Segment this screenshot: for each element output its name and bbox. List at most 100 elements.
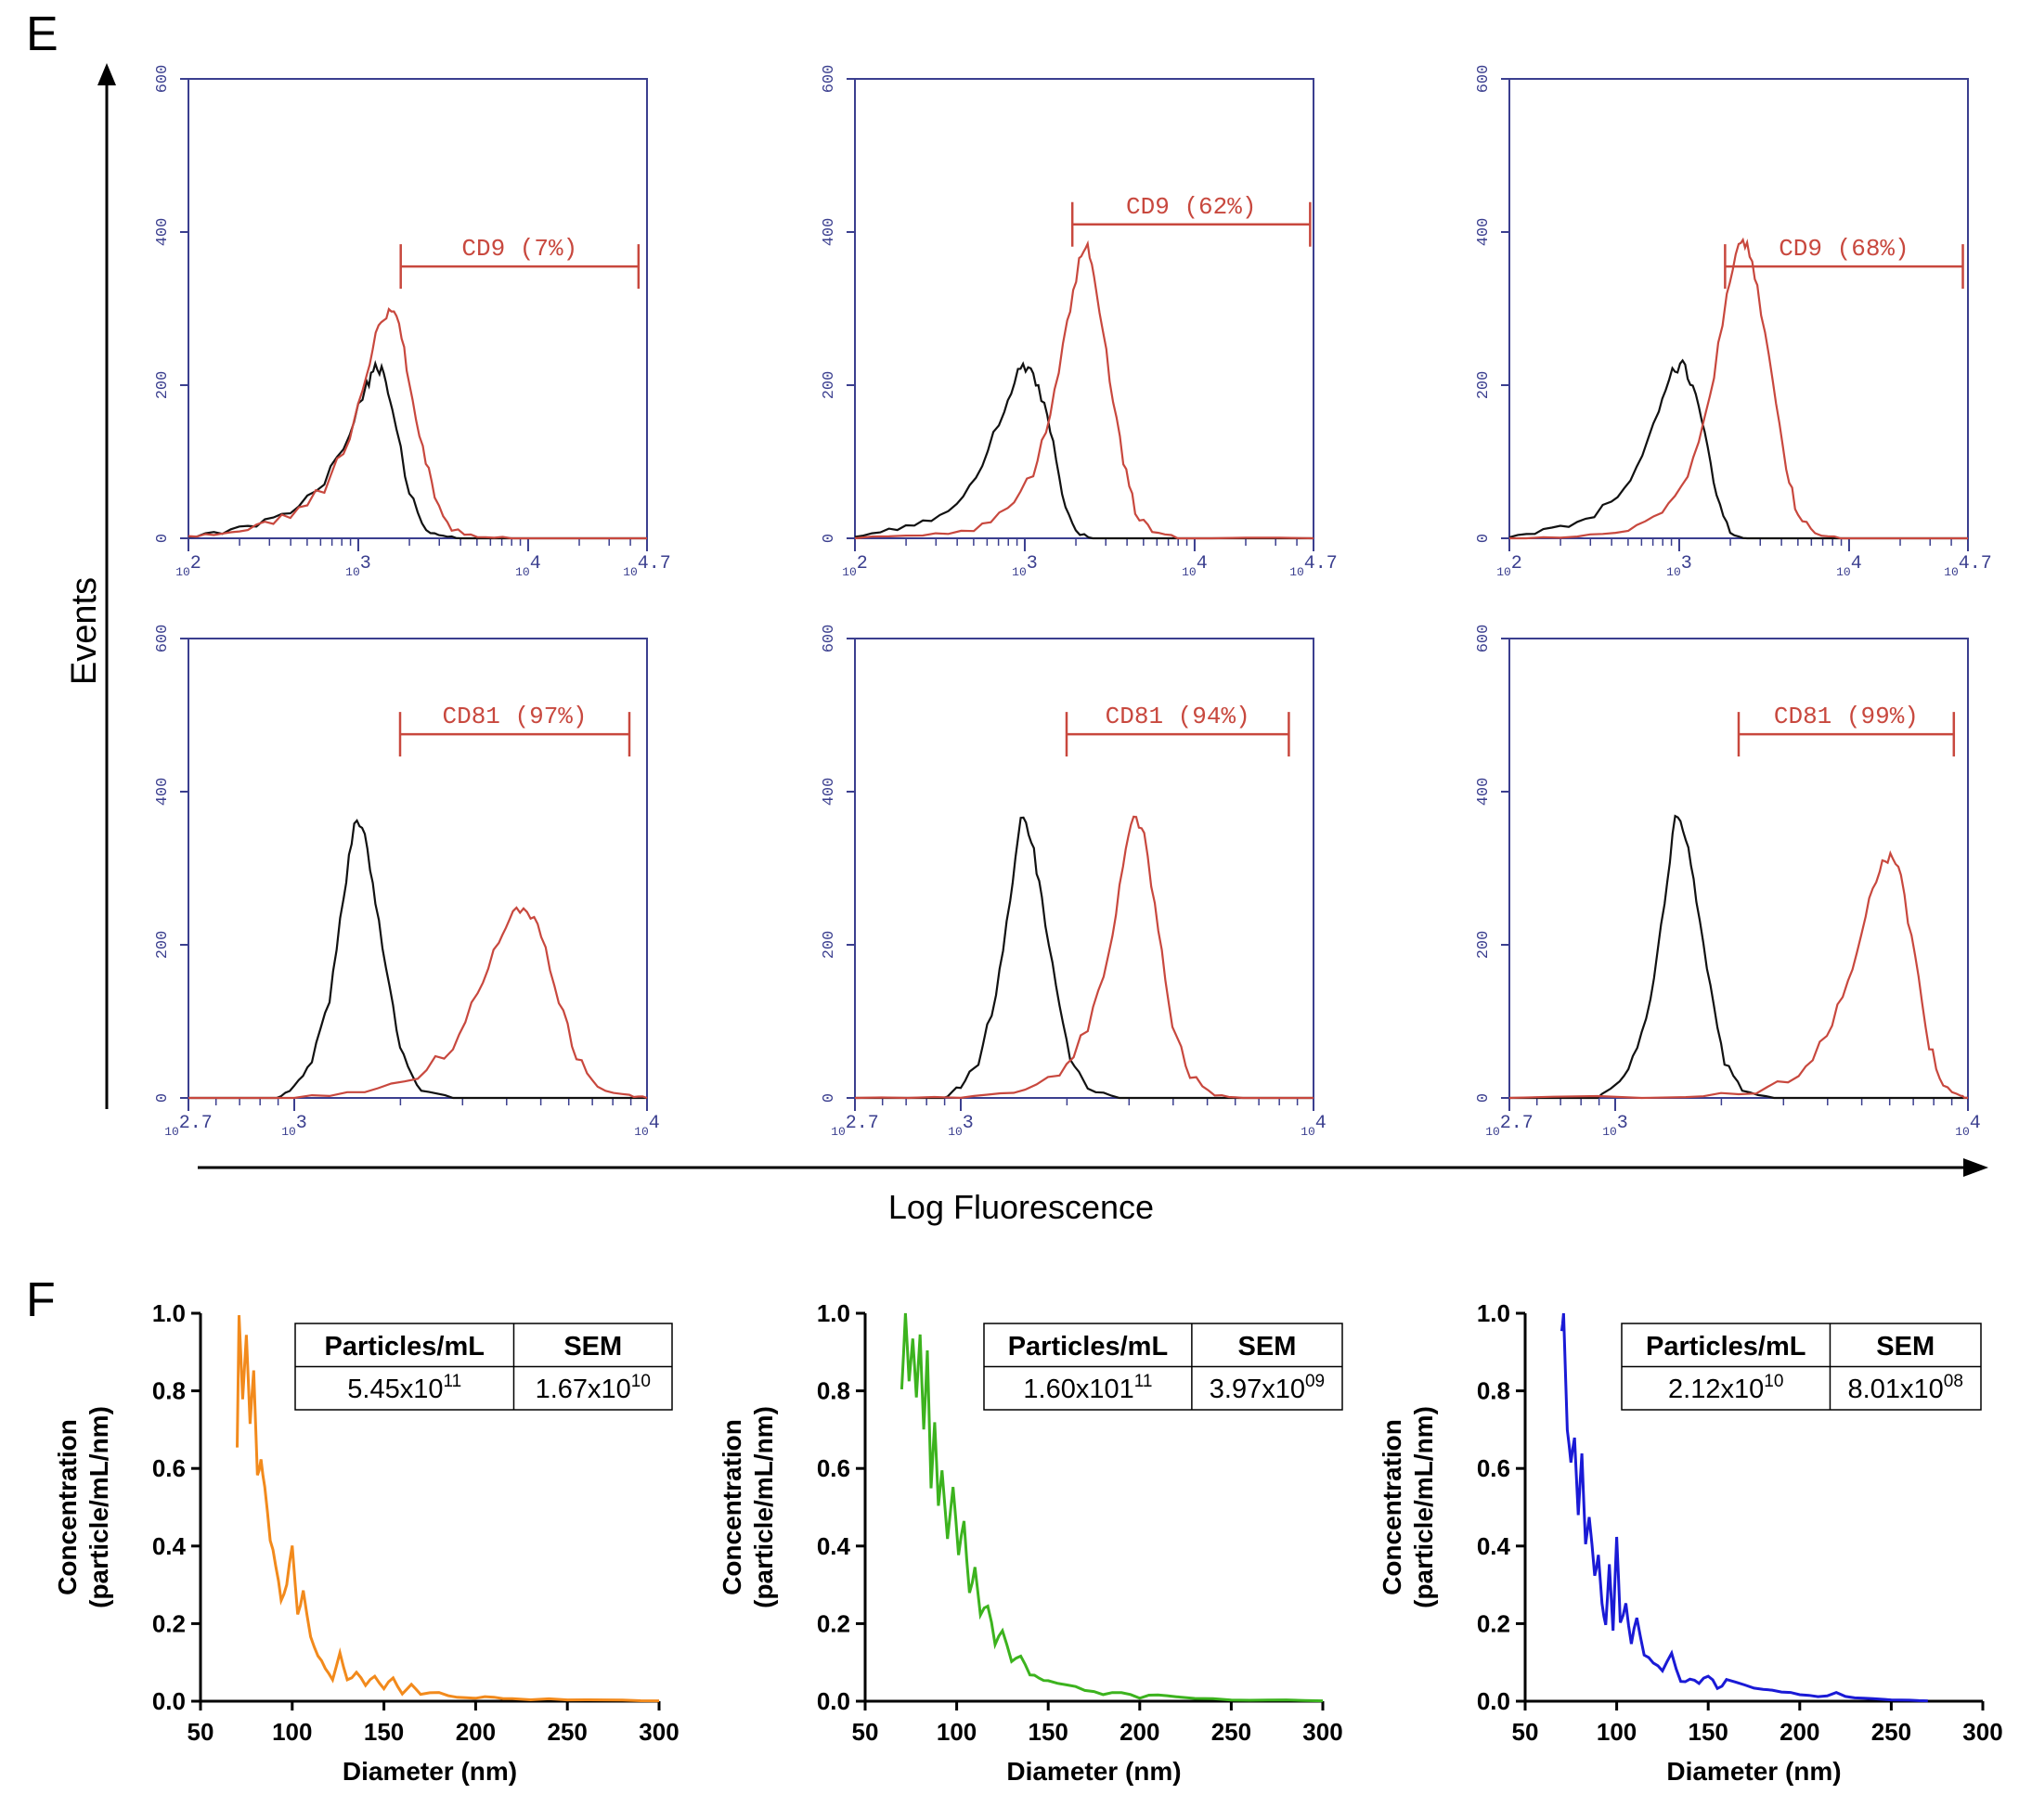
table-cell-particles-mantissa: 2.12x10: [1668, 1375, 1764, 1404]
y-tick-label: 200: [821, 371, 838, 400]
series-line-isotype: [854, 361, 1314, 540]
y-tick-label: 400: [154, 218, 172, 247]
x-tick-label: 300: [639, 1718, 679, 1746]
plot-frame: [854, 638, 1314, 1099]
x-tick-exponent: 3: [1617, 1113, 1628, 1134]
series-line-CD9: [1509, 237, 1968, 540]
table-cell-sem-mantissa: 1.67x10: [536, 1375, 631, 1404]
x-tick-exponent: 2.7: [1500, 1113, 1534, 1134]
x-tick-base: 10: [1485, 1125, 1500, 1139]
x-tick-label: 103: [1602, 1113, 1628, 1139]
y-tick-label: 400: [1475, 218, 1493, 247]
table-cell-particles: 2.12x1010: [1668, 1372, 1783, 1404]
x-tick-base: 10: [1944, 565, 1959, 579]
y-tick-label: 600: [1475, 65, 1493, 94]
x-tick-exponent: 4: [1197, 553, 1208, 574]
y-tick-label: 0.8: [817, 1377, 850, 1405]
table-cell-sem: 1.67x1010: [536, 1372, 651, 1404]
y-tick-label: 0.4: [1477, 1532, 1511, 1560]
events-arrowhead-icon: [97, 63, 116, 85]
nta-chart-nta-1: 0.0 0.2 0.4 0.6 0.8 1.0 50 100 150 200 250 300 Diame…: [53, 1299, 679, 1786]
y-tick-label: 0: [821, 1093, 838, 1103]
y-tick-label: 600: [1475, 625, 1493, 653]
table-cell-sem-exponent: 09: [1305, 1372, 1325, 1391]
x-tick-base: 10: [1955, 1125, 1970, 1139]
x-tick-label: 250: [1211, 1718, 1251, 1746]
table-cell-sem: 8.01x1008: [1848, 1372, 1963, 1404]
x-tick-label: 250: [1871, 1718, 1911, 1746]
series-line-isotype: [1508, 358, 1968, 540]
x-axis-title: Diameter (nm): [1666, 1757, 1841, 1786]
table-cell-particles-exponent: 10: [1764, 1372, 1783, 1391]
y-tick-label: 0.4: [817, 1532, 851, 1560]
y-tick-label: 200: [1475, 371, 1493, 400]
x-tick-label: 150: [1689, 1718, 1728, 1746]
plot-frame: [854, 78, 1314, 539]
table-cell-sem-exponent: 08: [1944, 1372, 1963, 1391]
y-tick-label: 0.6: [152, 1454, 186, 1482]
x-tick-label: 300: [1962, 1718, 2002, 1746]
x-tick-base: 10: [831, 1125, 846, 1139]
x-tick-label: 104: [1301, 1113, 1327, 1139]
series-line-CD81: [1508, 850, 1969, 1100]
series-line-isotype: [188, 819, 647, 1100]
y-tick-label: 600: [821, 65, 838, 94]
series-line-concentration: [236, 1315, 660, 1703]
x-tick-exponent: 2: [857, 553, 868, 574]
y-axis-title-line2: (particle/mL/nm): [749, 1406, 778, 1608]
series-line-concentration: [1560, 1312, 1928, 1703]
x-tick-label: 100: [272, 1718, 312, 1746]
y-axis-title-line2: (particle/mL/nm): [1409, 1406, 1438, 1608]
x-tick-exponent: 2: [1511, 553, 1522, 574]
x-tick-base: 10: [948, 1125, 963, 1139]
table-cell-sem: 3.97x1009: [1210, 1372, 1325, 1404]
x-tick-label: 104: [515, 553, 541, 579]
x-tick-base: 10: [1012, 565, 1027, 579]
series-line-CD9: [188, 307, 647, 540]
y-tick-label: 600: [154, 65, 172, 94]
x-axis-title: Diameter (nm): [1006, 1757, 1181, 1786]
stats-table: Particles/mL SEM 2.12x1010 8.01x1008: [1621, 1323, 1982, 1411]
stats-table: Particles/mL SEM 1.60x10111 3.97x1009: [983, 1323, 1343, 1411]
table-header-sem: SEM: [1876, 1332, 1935, 1362]
x-tick-exponent: 3: [1681, 553, 1692, 574]
table-header-particles: Particles/mL: [324, 1332, 484, 1362]
y-tick-label: 0.0: [152, 1687, 186, 1715]
x-tick-base: 10: [164, 1125, 179, 1139]
x-tick-label: 200: [1120, 1718, 1159, 1746]
x-tick-exponent: 2.7: [179, 1113, 213, 1134]
x-tick-base: 10: [1666, 565, 1681, 579]
x-tick-label: 200: [456, 1718, 496, 1746]
x-tick-exponent: 4: [649, 1113, 660, 1134]
table-cell-sem-mantissa: 3.97x10: [1210, 1375, 1305, 1404]
table-cell-particles-exponent: 11: [443, 1372, 461, 1391]
x-tick-base: 10: [1301, 1125, 1315, 1139]
panel-label-f: F: [26, 1273, 56, 1327]
y-axis-title-line2: (particle/mL/nm): [84, 1406, 113, 1608]
y-tick-label: 0.2: [1477, 1609, 1510, 1637]
x-tick-label: 100: [937, 1718, 977, 1746]
panel-label-e: E: [26, 7, 58, 61]
x-tick-label: 104: [1955, 1113, 1981, 1139]
log-fluorescence-arrowhead-icon: [1963, 1158, 1988, 1177]
y-tick-label: 0.6: [817, 1454, 850, 1482]
x-axis-title: Diameter (nm): [343, 1757, 517, 1786]
y-tick-label: 0.6: [1477, 1454, 1510, 1482]
table-cell-particles: 1.60x10111: [1023, 1372, 1152, 1404]
x-tick-exponent: 2: [190, 553, 201, 574]
series-line-concentration: [899, 1312, 1324, 1703]
x-tick-base: 10: [1182, 565, 1197, 579]
series-line-CD81: [854, 815, 1314, 1100]
gate-label: CD81 (94%): [1106, 703, 1250, 730]
plot-frame: [188, 638, 648, 1099]
gate-label: CD9 (7%): [461, 235, 577, 263]
x-tick-label: 104.7: [1289, 553, 1338, 579]
log-fluorescence-axis-title: Log Fluorescence: [888, 1188, 1154, 1226]
x-tick-exponent: 3: [296, 1113, 307, 1134]
x-tick-exponent: 3: [1027, 553, 1038, 574]
